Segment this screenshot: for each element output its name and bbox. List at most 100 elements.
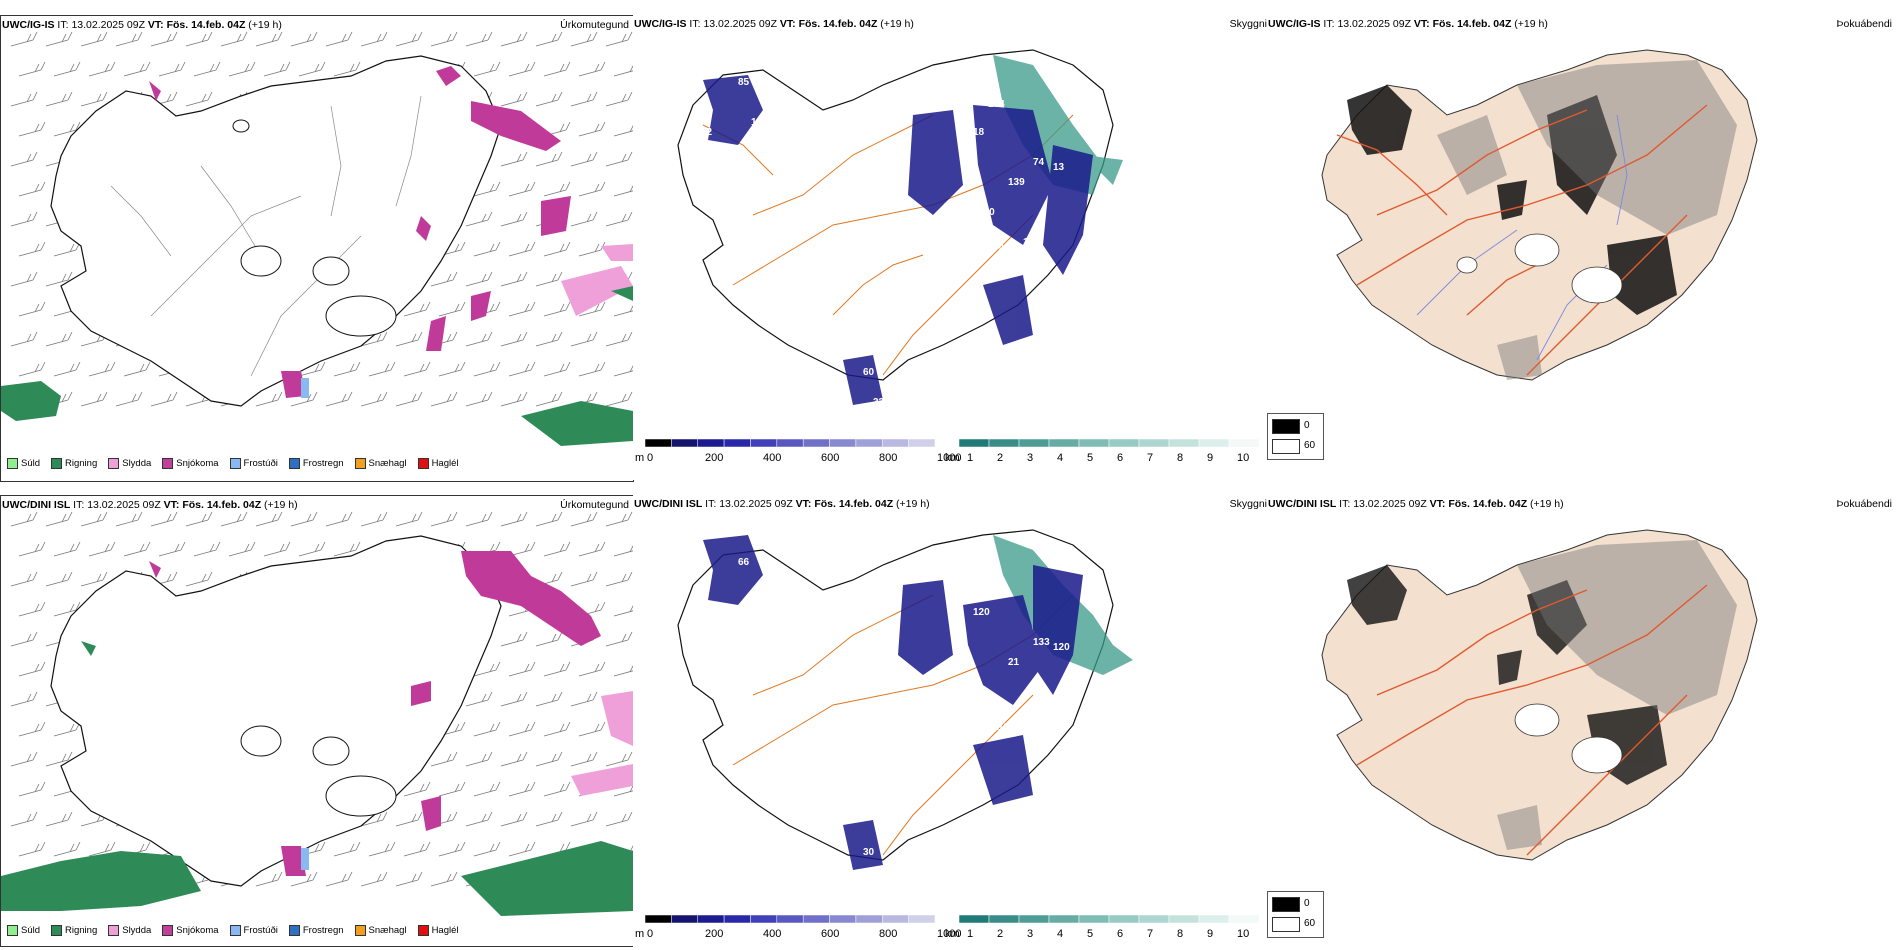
wind-barb (80, 511, 108, 527)
fog-map (1321, 529, 1758, 861)
colorbar-tick: 2 (997, 928, 1004, 940)
cloud-base-value: 18 (973, 127, 985, 138)
wind-barb (613, 125, 633, 137)
wind-barb (88, 361, 116, 377)
legend-label: Snjókoma (176, 925, 219, 936)
fog-panel-row2: UWC/DINI ISL IT: 13.02.2025 09Z VT: Fös.… (1267, 495, 1900, 950)
wind-barb (53, 121, 81, 137)
wind-barb (570, 331, 598, 347)
precip-legend-item: Snjókoma (162, 458, 219, 469)
wind-barb (123, 361, 151, 377)
legend-label: Frostregn (302, 458, 344, 469)
colorbar-tick: 3 (1027, 928, 1034, 940)
wind-barb (18, 361, 46, 377)
cloud-base-value: 12 (1023, 237, 1035, 248)
wind-barb (535, 391, 563, 407)
wind-barb (438, 841, 466, 857)
wind-barb (88, 61, 116, 77)
wind-barb (613, 785, 633, 797)
wind-barb (535, 811, 563, 827)
wind-barb (605, 211, 633, 227)
panel-type-label: Skyggni (1229, 18, 1267, 30)
cloud-base-areas (703, 535, 1083, 870)
wind-barb (543, 541, 571, 557)
wind-barb (500, 91, 528, 107)
colorbar-tick: 7 (1147, 452, 1154, 464)
colorbar-segment (1228, 438, 1260, 448)
wind-barb (45, 271, 73, 287)
legend-label: Snæhagl (368, 458, 407, 469)
wind-barb (570, 691, 598, 707)
cloud-base-value: 206 (933, 82, 950, 93)
wind-barb (465, 811, 493, 827)
fog-panel-row1: UWC/IG-IS IT: 13.02.2025 09Z VT: Fös. 14… (1267, 15, 1900, 480)
colorbar-tick: 7 (1147, 928, 1154, 940)
wind-barb (115, 391, 143, 407)
wind-barb (578, 241, 606, 257)
wind-barb (543, 181, 571, 197)
wind-barb (465, 331, 493, 347)
wind-barb (500, 751, 528, 767)
legend-swatch (7, 458, 18, 469)
fog-grey-areas (1437, 60, 1737, 380)
panel-title: UWC/IG-IS IT: 13.02.2025 09Z VT: Fös. 14… (634, 18, 914, 30)
colorbar-segment (1168, 914, 1200, 924)
wind-barb (535, 331, 563, 347)
wind-barb (543, 301, 571, 317)
colorbar-segment (958, 914, 990, 924)
wind-barb (45, 31, 73, 47)
precip-type-map (1, 511, 633, 916)
wind-barb (18, 61, 46, 77)
colorbar-segment (697, 914, 725, 924)
colorbar-segment (855, 914, 883, 924)
legend-swatch (51, 458, 63, 469)
colorbar-segment (908, 438, 936, 448)
wind-barb (403, 781, 431, 797)
colorbar-segment (1168, 438, 1200, 448)
wind-barb (255, 871, 283, 887)
cloud-base-value: 127 (933, 562, 950, 573)
colorbar-segment (697, 438, 725, 448)
colorbar-segment (1198, 914, 1230, 924)
wind-barb (543, 781, 571, 797)
wind-barb (578, 121, 606, 137)
colorbar-segment (644, 438, 672, 448)
wind-barb (255, 511, 283, 527)
colorbar-segment (1108, 914, 1140, 924)
fog-legend-swatch-0 (1272, 419, 1300, 434)
wind-barb (508, 361, 536, 377)
precip-legend-item: Frostregn (288, 458, 344, 469)
legend-swatch (288, 925, 300, 936)
wind-barb (10, 751, 38, 767)
precip-legend-item: Snjókoma (162, 925, 219, 936)
wind-barb (150, 31, 178, 47)
wind-barb (325, 871, 353, 887)
wind-barb (290, 871, 318, 887)
wind-barb (395, 31, 423, 47)
legend-swatch (417, 458, 429, 469)
wind-barb (543, 661, 571, 677)
fog-legend-label-0: 0 (1304, 420, 1310, 431)
wind-barb (18, 121, 46, 137)
wind-barb (45, 511, 73, 527)
wind-barb (228, 61, 256, 77)
panel-title: UWC/IG-IS IT: 13.02.2025 09Z VT: Fös. 14… (1268, 18, 1548, 30)
colorbar-segment (882, 438, 909, 448)
cloud-base-value: 21 (1008, 657, 1020, 668)
cloud-base-value: 139 (1008, 177, 1025, 188)
cloud-vis-map: 85 108 32 206 154 18 74 139 64 155 120 13 12 94 92 103 1… (677, 49, 1123, 408)
wind-barb (578, 541, 606, 557)
legend-label: Slydda (122, 458, 152, 469)
colorbar-segment (750, 438, 778, 448)
colorbar-tick: 1000 (937, 452, 962, 464)
wind-barb (368, 841, 396, 857)
colorbar-tick: 800 (879, 452, 898, 464)
wind-barb (10, 91, 38, 107)
wind-barb (80, 391, 108, 407)
fog-legend-swatch-1 (1272, 917, 1300, 932)
cloud-base-value: 52 (701, 607, 713, 618)
wind-barb (430, 511, 458, 527)
wind-barb (185, 571, 213, 587)
wind-barb (10, 691, 38, 707)
